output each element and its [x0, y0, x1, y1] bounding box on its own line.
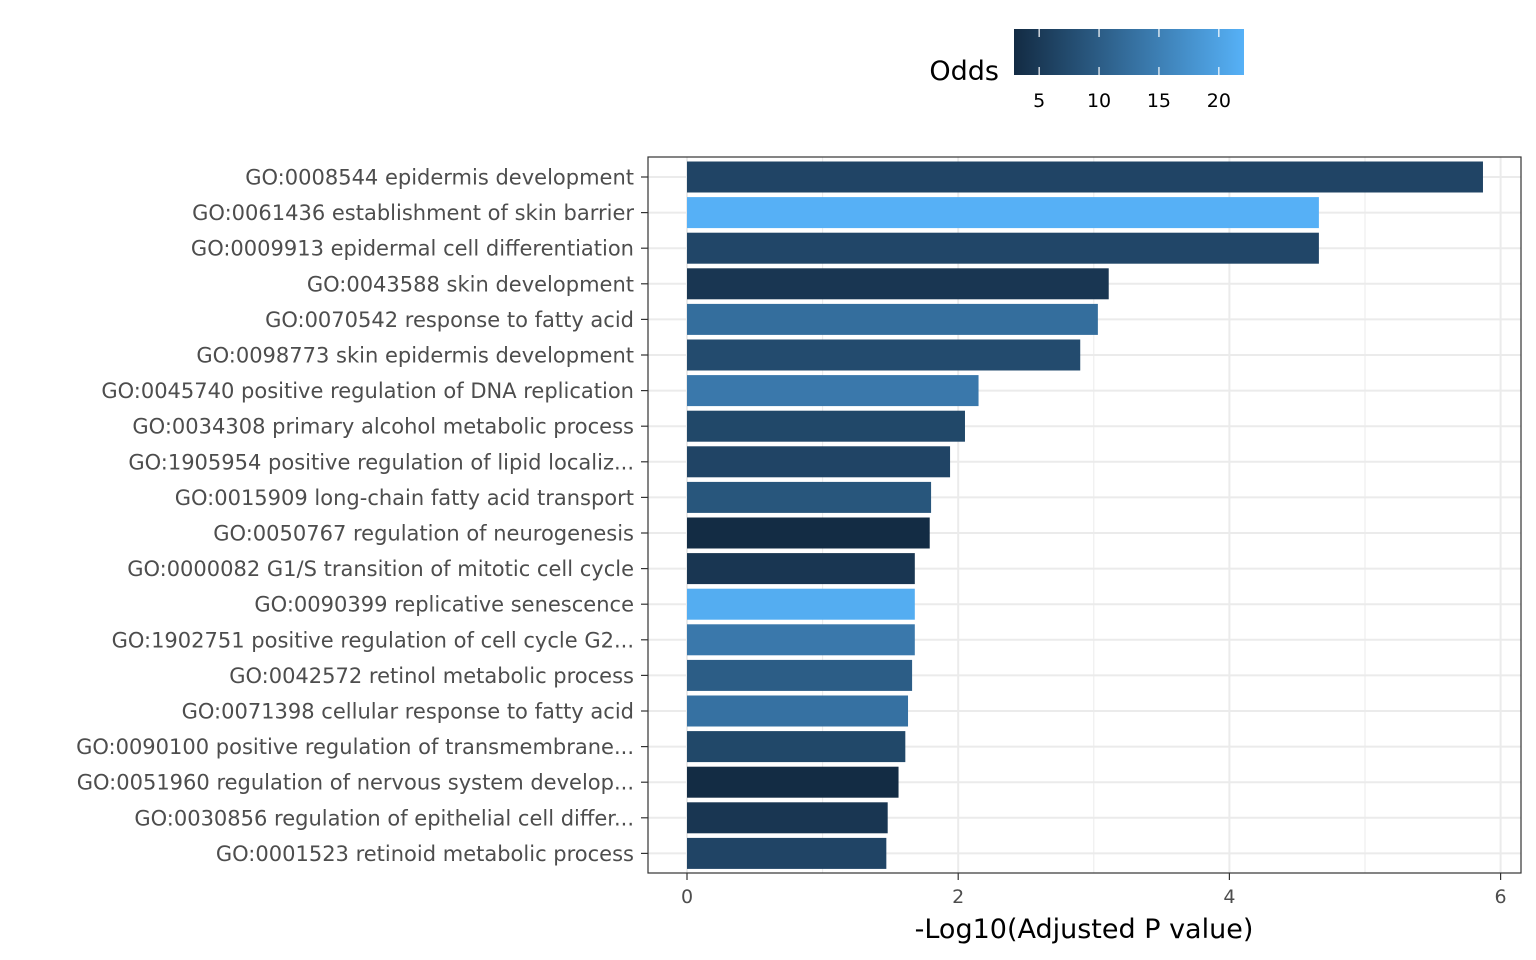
bar: [687, 481, 932, 513]
bar: [687, 837, 887, 869]
y-tick-label: GO:0090399 replicative senescence: [254, 593, 634, 617]
legend-tick-label: 5: [1033, 90, 1045, 112]
y-tick-label: GO:0061436 establishment of skin barrier: [192, 201, 634, 225]
x-tick-label: 4: [1223, 886, 1235, 908]
bar: [687, 161, 1483, 193]
x-tick-label: 0: [681, 886, 693, 908]
y-tick-label: GO:0030856 regulation of epithelial cell…: [134, 806, 634, 830]
bar: [687, 802, 888, 834]
y-tick-label: GO:0071398 cellular response to fatty ac…: [182, 700, 634, 724]
y-tick-label: GO:0090100 positive regulation of transm…: [76, 735, 634, 759]
bar: [687, 553, 915, 585]
bar: [687, 268, 1109, 300]
bar: [687, 517, 930, 549]
bar: [687, 695, 909, 727]
legend-title: Odds: [929, 56, 999, 87]
legend-tick-label: 15: [1147, 90, 1171, 112]
y-tick-label: GO:0015909 long-chain fatty acid transpo…: [175, 486, 634, 510]
bar: [687, 588, 915, 620]
bar: [687, 766, 899, 798]
y-tick-label: GO:0000082 G1/S transition of mitotic ce…: [127, 557, 634, 581]
y-tick-label: GO:0050767 regulation of neurogenesis: [213, 522, 634, 546]
y-tick-label: GO:0043588 skin development: [307, 272, 634, 296]
bar: [687, 659, 913, 691]
odds-colorbar: [1014, 29, 1244, 75]
bar: [687, 446, 951, 478]
legend-tick-label: 20: [1207, 90, 1231, 112]
y-tick-label: GO:0042572 retinol metabolic process: [229, 664, 634, 688]
y-tick-label: GO:0001523 retinoid metabolic process: [216, 842, 634, 866]
y-tick-label: GO:0045740 positive regulation of DNA re…: [101, 379, 634, 403]
x-tick-label: 6: [1495, 886, 1507, 908]
bar: [687, 303, 1098, 335]
y-tick-label: GO:0034308 primary alcohol metabolic pro…: [132, 415, 634, 439]
bar: [687, 731, 906, 763]
y-tick-label: GO:0070542 response to fatty acid: [265, 308, 634, 332]
x-axis-title: -Log10(Adjusted P value): [915, 914, 1254, 945]
bar: [687, 232, 1319, 264]
y-tick-label: GO:1905954 positive regulation of lipid …: [128, 450, 634, 474]
plot-panel: [648, 157, 1521, 873]
x-tick-label: 2: [952, 886, 964, 908]
y-tick-label: GO:0009913 epidermal cell differentiatio…: [191, 237, 634, 261]
bar: [687, 410, 965, 442]
legend-tick-label: 10: [1087, 90, 1111, 112]
y-tick-label: GO:0008544 epidermis development: [245, 166, 634, 190]
y-tick-label: GO:0051960 regulation of nervous system …: [77, 771, 634, 795]
bar: [687, 624, 915, 656]
y-tick-label: GO:0098773 skin epidermis development: [196, 344, 634, 368]
panel-border: [647, 156, 1522, 874]
bar: [687, 339, 1081, 371]
y-tick-label: GO:1902751 positive regulation of cell c…: [112, 628, 634, 652]
bar: [687, 197, 1319, 229]
bar: [687, 375, 979, 407]
odds-color-legend: Odds 5 10 15 20: [929, 29, 1244, 112]
